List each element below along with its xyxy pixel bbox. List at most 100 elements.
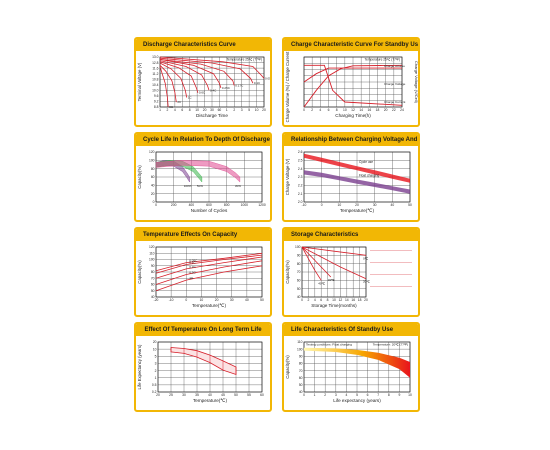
panel-title: Charge Characteristic Curve For Standby … (284, 39, 418, 51)
series-line (301, 246, 367, 280)
series-line (159, 62, 188, 98)
plot-frame (155, 151, 263, 203)
y-tick-label: 80 (151, 167, 155, 171)
y-tick-label: 100 (297, 347, 303, 351)
storage-chart: 0 2 4 6 8 10 12 14 16 18 20 100 90 80 70 60 50 40 Storage … (285, 245, 412, 308)
series-line (301, 246, 332, 278)
y-tick-label: 20 (153, 340, 157, 344)
series-label: 30% (235, 184, 241, 188)
series-label: 20℃ (363, 280, 370, 284)
x-tick-label: 10 (408, 393, 412, 397)
plot-frame (159, 56, 265, 108)
series-line (159, 65, 177, 103)
y-tick-label: 2 (155, 369, 157, 373)
x-axis-label: Storage Time(months) (311, 303, 357, 308)
chart-note: Testing conditions: Float charging (306, 343, 352, 347)
x-tick-label: 2 (233, 108, 235, 112)
panel-title: Storage Characteristics (284, 229, 418, 241)
series-label: 40℃ (318, 281, 325, 285)
series-line (301, 246, 367, 256)
y-tick-label: 60 (151, 283, 155, 287)
series-line (155, 256, 263, 279)
chart-note: Temperature 25℃ (77℉) (365, 58, 401, 62)
series-label: 30℃ (328, 278, 335, 282)
x-tick-label: 8 (327, 298, 329, 302)
x-tick-label: 30 (182, 393, 186, 397)
y-tick-label: 40 (297, 295, 301, 299)
voltage-temperature-chart: -10 0 10 20 30 40 50 2.6 2.5 2.4 2.3 2.2 2.1 2.0 Tempe… (285, 150, 412, 213)
y-tick-label: 9.6 (154, 94, 159, 98)
plot-frame (301, 246, 367, 298)
x-tick-label: 0 (303, 393, 305, 397)
series-label: 1C (188, 95, 193, 99)
discharge-chart: 1 2 4 6 8 10 20 30 60 1 2 3 5 10 2013.012.811.611.210.… (137, 55, 270, 118)
y-tick-label: 70 (151, 276, 155, 280)
y-tick-label: 80 (151, 270, 155, 274)
x-tick-label: 12 (351, 108, 355, 112)
x-tick-label: -10 (302, 203, 307, 207)
x-tick-label: 2 (324, 393, 326, 397)
series-band (155, 160, 241, 183)
y-tick-label: 10.8 (152, 77, 159, 81)
series-label: 50% (197, 184, 203, 188)
series-line (159, 57, 254, 84)
y-tick-label: 80 (297, 262, 301, 266)
x-tick-label: 20 (364, 298, 368, 302)
x-tick-label: 12 (339, 298, 343, 302)
y-axis-label-right: Charge Voltage (V/Cell) (414, 61, 418, 104)
series-label: Cycle use (359, 160, 373, 164)
y-tick-label: 40 (151, 295, 155, 299)
y-tick-label: 1 (155, 376, 157, 380)
y-axis-label: Terminal Voltage (V) (137, 62, 142, 101)
x-tick-label: 4 (345, 393, 347, 397)
x-axis-label: Charging Time(h) (335, 113, 371, 118)
panel-title: Effect Of Temperature On Long Term Life (136, 324, 270, 336)
y-tick-label: 11.2 (152, 72, 158, 76)
series-label: 0.4C (210, 88, 217, 92)
x-tick-label: 0 (321, 203, 323, 207)
x-tick-label: 60 (218, 108, 222, 112)
x-tick-label: 30 (373, 203, 377, 207)
x-tick-label: 5 (356, 393, 358, 397)
cycle-life-chart: 0 200 400 600 800 1000 1200120100806040200Numb… (137, 150, 266, 213)
series-line (155, 260, 263, 285)
y-tick-label: 2.5 (298, 159, 303, 163)
y-tick-label: 2.6 (298, 150, 303, 154)
y-tick-label: 100 (149, 258, 155, 262)
series-line (159, 56, 265, 79)
annotation-line (370, 286, 412, 287)
y-tick-label: 70 (297, 270, 301, 274)
y-tick-label: 8.8 (154, 105, 159, 109)
legend-item: Charge volume (384, 64, 405, 68)
y-tick-label: 90 (297, 254, 301, 258)
series-label: 0℃ (363, 256, 369, 260)
y-axis-label: Capacity(%) (285, 260, 290, 284)
x-tick-label: 50 (234, 393, 238, 397)
y-tick-label: 10 (153, 347, 157, 351)
y-tick-label: 0 (153, 200, 155, 204)
y-tick-label: 2.3 (298, 175, 303, 179)
x-tick-label: 6 (328, 108, 330, 112)
x-axis-label: Temperature(℃) (340, 208, 374, 213)
y-tick-label: 120 (149, 150, 155, 154)
chart-note: Temperature: 20℃ (77℉) (373, 343, 408, 347)
annotation-line (370, 274, 412, 275)
standby-life-chart: 0 1 2 3 4 5 6 7 8 9 10 110 100 90 80 70 60 50 40 Life expec… (285, 340, 412, 403)
x-tick-label: -20 (154, 298, 159, 302)
legend-item: Charge Voltage (384, 82, 406, 86)
x-tick-label: 600 (206, 203, 212, 207)
series-band (304, 153, 410, 183)
x-tick-label: 14 (345, 298, 349, 302)
x-tick-label: 2 (311, 108, 313, 112)
x-tick-label: 10 (332, 298, 336, 302)
x-tick-label: 20 (215, 298, 219, 302)
x-axis-label: Temperature(℃) (193, 398, 227, 403)
x-tick-label: 35 (195, 393, 199, 397)
panel-title: Discharge Characteristics Curve (136, 39, 270, 51)
temperature-capacity-chart: -20 -10 0 10 20 30 40 50 120 110 100 90 80 70 60 50 40 Te… (137, 245, 264, 308)
x-tick-label: 25 (169, 393, 173, 397)
x-tick-label: 8 (388, 393, 390, 397)
x-tick-label: 6 (320, 298, 322, 302)
x-tick-label: 9 (398, 393, 400, 397)
x-tick-label: 18 (358, 298, 362, 302)
